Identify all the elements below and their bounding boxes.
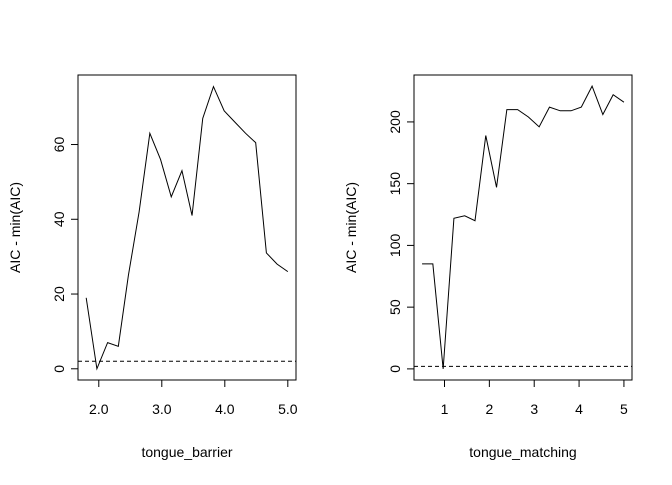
y-axis-label: AIC - min(AIC) (7, 182, 23, 273)
x-tick-label: 2 (485, 401, 493, 417)
y-tick-label: 60 (51, 137, 67, 153)
x-tick-label: 4 (575, 401, 583, 417)
x-axis-label: tongue_barrier (141, 444, 232, 460)
x-tick-label: 5 (620, 401, 628, 417)
y-tick-label: 150 (387, 172, 403, 196)
x-tick-label: 2.0 (89, 401, 109, 417)
y-tick-label: 20 (51, 286, 67, 302)
y-tick-label: 0 (387, 365, 403, 373)
plot-box (413, 74, 633, 381)
y-tick-label: 100 (387, 234, 403, 258)
x-tick-label: 3 (530, 401, 538, 417)
y-tick-label: 0 (51, 365, 67, 373)
data-line (85, 85, 289, 371)
y-tick-label: 40 (51, 211, 67, 227)
y-axis-label: AIC - min(AIC) (343, 182, 359, 273)
y-tick-label: 200 (387, 110, 403, 134)
plot-box (77, 74, 297, 381)
x-axis-label: tongue_matching (469, 444, 576, 460)
x-tick-label: 4.0 (215, 401, 235, 417)
x-tick-label: 5.0 (278, 401, 298, 417)
x-tick-label: 3.0 (152, 401, 172, 417)
y-tick-label: 50 (387, 299, 403, 315)
x-tick-label: 1 (441, 401, 449, 417)
data-line (422, 84, 625, 369)
